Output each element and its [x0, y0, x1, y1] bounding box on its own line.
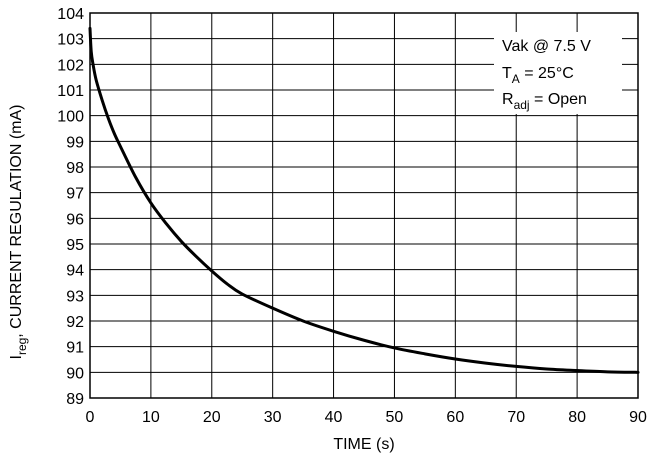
y-tick-label: 92 — [66, 314, 84, 331]
legend-line-radj: Radj = Open — [502, 91, 587, 112]
y-tick-label: 100 — [57, 109, 84, 126]
x-axis-title: TIME (s) — [333, 436, 394, 453]
series-line — [88, 26, 640, 374]
y-tick-label: 104 — [57, 6, 84, 23]
y-tick-label: 98 — [66, 160, 84, 177]
y-tick-label: 94 — [66, 263, 84, 280]
x-tick-label: 20 — [203, 409, 221, 426]
y-tick-label: 89 — [66, 391, 84, 408]
plot-frame — [89, 12, 639, 399]
x-tick-label: 30 — [264, 409, 282, 426]
x-tick-label: 10 — [142, 409, 160, 426]
x-tick-label: 0 — [86, 409, 95, 426]
y-tick-label: 96 — [66, 211, 84, 228]
x-tick-label: 70 — [507, 409, 525, 426]
y-tick-label: 101 — [57, 83, 84, 100]
legend-line-voltage: Vak @ 7.5 V — [502, 38, 591, 55]
conditions-legend: Vak @ 7.5 V TA = 25°C Radj = Open — [494, 32, 622, 114]
y-tick-label: 102 — [57, 57, 84, 74]
legend-line-temperature: TA = 25°C — [502, 65, 574, 86]
y-axis-title: Ireg, CURRENT REGULATION (mA) — [8, 105, 29, 360]
y-tick-label: 91 — [66, 340, 84, 357]
y-tick-label: 103 — [57, 32, 84, 49]
tick-labels: 0 10 20 30 40 50 60 70 80 90 89 90 91 92 93 94 95 96 97 98 9… — [57, 6, 647, 426]
x-tick-label: 90 — [629, 409, 647, 426]
y-tick-label: 90 — [66, 365, 84, 382]
legend-background — [494, 32, 622, 114]
y-tick-label: 95 — [66, 237, 84, 254]
x-tick-label: 40 — [325, 409, 343, 426]
y-tick-label: 99 — [66, 134, 84, 151]
x-tick-label: 80 — [568, 409, 586, 426]
x-tick-label: 50 — [386, 409, 404, 426]
x-tick-label: 60 — [446, 409, 464, 426]
y-tick-label: 93 — [66, 288, 84, 305]
y-tick-label: 97 — [66, 186, 84, 203]
